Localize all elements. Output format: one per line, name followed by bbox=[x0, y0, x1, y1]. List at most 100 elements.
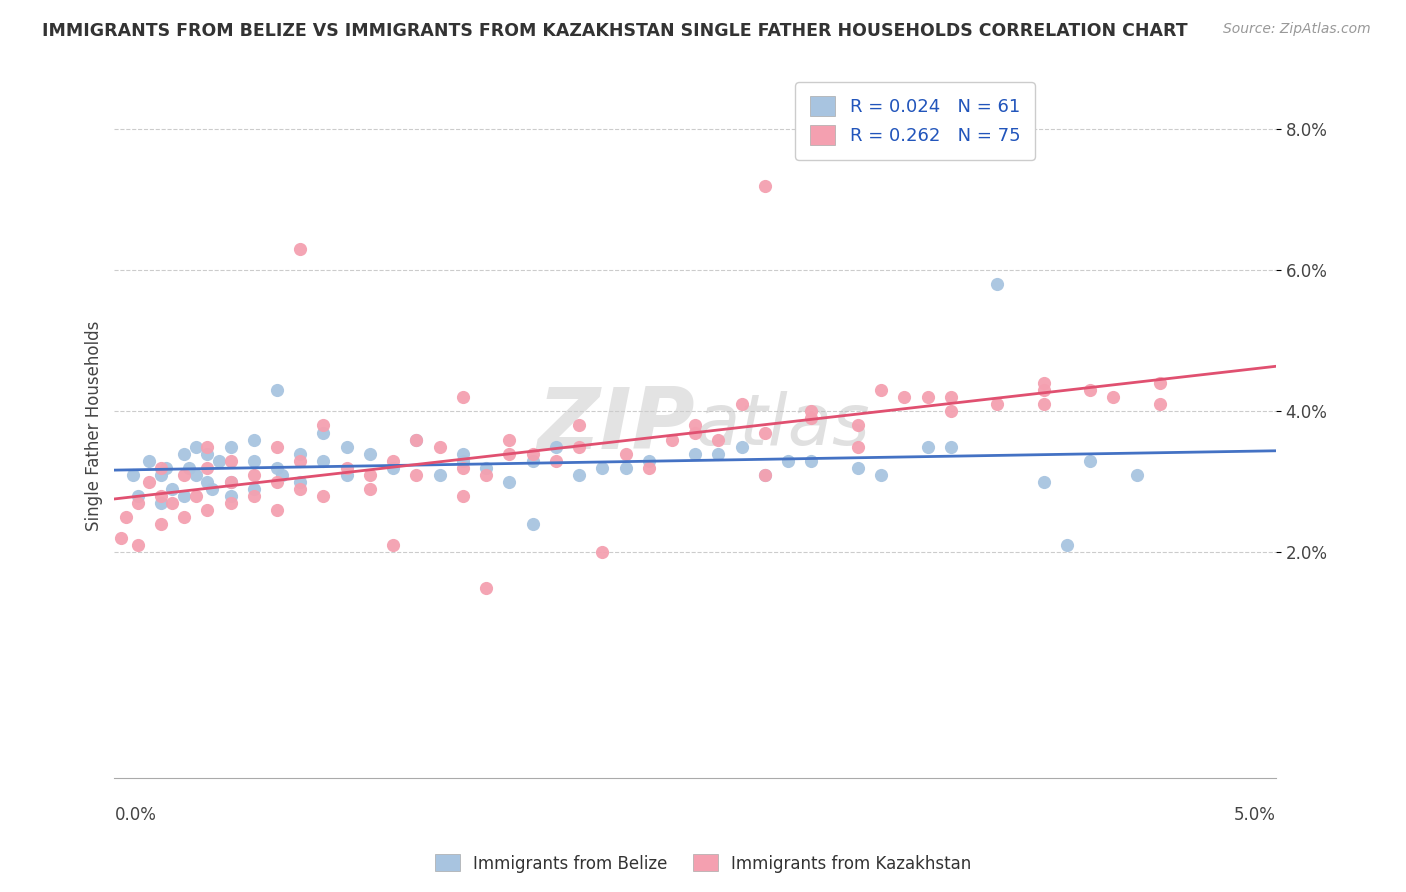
Point bbox=[312, 489, 335, 503]
Point bbox=[429, 440, 451, 454]
Point bbox=[683, 447, 706, 461]
Point bbox=[184, 440, 207, 454]
Point bbox=[173, 489, 195, 503]
Point bbox=[290, 447, 312, 461]
Point bbox=[195, 440, 218, 454]
Point bbox=[1032, 475, 1054, 489]
Point bbox=[568, 440, 591, 454]
Point bbox=[382, 454, 405, 468]
Point bbox=[149, 460, 172, 475]
Point bbox=[591, 460, 613, 475]
Point bbox=[475, 467, 498, 482]
Point bbox=[754, 467, 776, 482]
Point bbox=[707, 447, 730, 461]
Point bbox=[522, 454, 544, 468]
Point bbox=[475, 581, 498, 595]
Point bbox=[312, 418, 335, 433]
Point bbox=[731, 440, 754, 454]
Point bbox=[162, 482, 184, 496]
Point bbox=[475, 460, 498, 475]
Point bbox=[243, 467, 266, 482]
Point bbox=[195, 475, 218, 489]
Point bbox=[359, 467, 381, 482]
Point bbox=[939, 440, 962, 454]
Point bbox=[405, 433, 427, 447]
Text: 0.0%: 0.0% bbox=[114, 806, 156, 824]
Point bbox=[184, 489, 207, 503]
Point bbox=[1078, 454, 1101, 468]
Point bbox=[614, 447, 637, 461]
Point bbox=[266, 460, 288, 475]
Point bbox=[893, 390, 915, 404]
Text: 5.0%: 5.0% bbox=[1234, 806, 1277, 824]
Point bbox=[382, 538, 405, 552]
Point bbox=[219, 496, 242, 510]
Point bbox=[219, 475, 242, 489]
Text: atlas: atlas bbox=[695, 391, 870, 460]
Point bbox=[800, 454, 823, 468]
Point bbox=[754, 467, 776, 482]
Point bbox=[149, 496, 172, 510]
Point bbox=[731, 397, 754, 411]
Point bbox=[290, 242, 312, 256]
Point bbox=[201, 482, 224, 496]
Point bbox=[568, 467, 591, 482]
Point bbox=[162, 496, 184, 510]
Point bbox=[498, 475, 520, 489]
Point bbox=[451, 489, 474, 503]
Point bbox=[1056, 538, 1078, 552]
Point bbox=[184, 467, 207, 482]
Point bbox=[683, 418, 706, 433]
Point bbox=[544, 454, 567, 468]
Point bbox=[661, 433, 683, 447]
Point bbox=[173, 467, 195, 482]
Point bbox=[122, 467, 145, 482]
Point bbox=[359, 482, 381, 496]
Point bbox=[451, 460, 474, 475]
Point bbox=[939, 390, 962, 404]
Point bbox=[451, 454, 474, 468]
Point bbox=[127, 496, 149, 510]
Point bbox=[219, 454, 242, 468]
Text: Source: ZipAtlas.com: Source: ZipAtlas.com bbox=[1223, 22, 1371, 37]
Text: IMMIGRANTS FROM BELIZE VS IMMIGRANTS FROM KAZAKHSTAN SINGLE FATHER HOUSEHOLDS CO: IMMIGRANTS FROM BELIZE VS IMMIGRANTS FRO… bbox=[42, 22, 1188, 40]
Point bbox=[870, 467, 893, 482]
Point bbox=[290, 475, 312, 489]
Point bbox=[1032, 376, 1054, 391]
Point bbox=[1078, 383, 1101, 397]
Point bbox=[939, 404, 962, 418]
Point bbox=[451, 390, 474, 404]
Point bbox=[637, 454, 659, 468]
Point bbox=[138, 454, 160, 468]
Point bbox=[846, 440, 869, 454]
Point bbox=[917, 440, 939, 454]
Point bbox=[149, 489, 172, 503]
Point bbox=[243, 482, 266, 496]
Point bbox=[195, 447, 218, 461]
Point bbox=[149, 517, 172, 532]
Point bbox=[986, 277, 1008, 292]
Point bbox=[544, 440, 567, 454]
Point bbox=[270, 467, 292, 482]
Point bbox=[522, 517, 544, 532]
Point bbox=[778, 454, 800, 468]
Point bbox=[243, 433, 266, 447]
Legend: R = 0.024   N = 61, R = 0.262   N = 75: R = 0.024 N = 61, R = 0.262 N = 75 bbox=[796, 82, 1035, 160]
Point bbox=[498, 433, 520, 447]
Point bbox=[219, 475, 242, 489]
Point bbox=[986, 397, 1008, 411]
Point bbox=[1102, 390, 1125, 404]
Legend: Immigrants from Belize, Immigrants from Kazakhstan: Immigrants from Belize, Immigrants from … bbox=[429, 847, 977, 880]
Point bbox=[155, 460, 177, 475]
Point bbox=[336, 467, 359, 482]
Point bbox=[290, 482, 312, 496]
Point bbox=[1032, 397, 1054, 411]
Point bbox=[1125, 467, 1147, 482]
Point bbox=[429, 467, 451, 482]
Point bbox=[870, 383, 893, 397]
Point bbox=[846, 460, 869, 475]
Point bbox=[312, 454, 335, 468]
Point bbox=[754, 425, 776, 440]
Point bbox=[110, 531, 132, 545]
Point bbox=[266, 475, 288, 489]
